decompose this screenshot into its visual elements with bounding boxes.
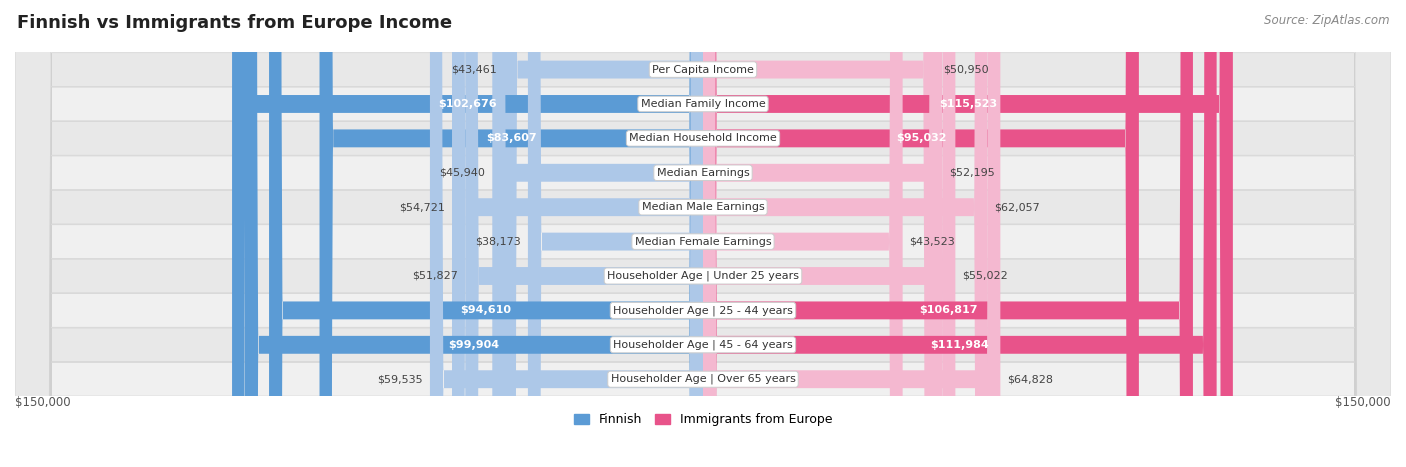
Text: Householder Age | Under 25 years: Householder Age | Under 25 years bbox=[607, 271, 799, 281]
Text: Source: ZipAtlas.com: Source: ZipAtlas.com bbox=[1264, 14, 1389, 27]
Text: $43,461: $43,461 bbox=[451, 64, 496, 75]
FancyBboxPatch shape bbox=[703, 0, 1139, 467]
FancyBboxPatch shape bbox=[15, 0, 1391, 467]
FancyBboxPatch shape bbox=[15, 0, 1391, 467]
FancyBboxPatch shape bbox=[703, 0, 1233, 467]
Text: Median Earnings: Median Earnings bbox=[657, 168, 749, 178]
Text: $150,000: $150,000 bbox=[15, 396, 70, 410]
Text: $43,523: $43,523 bbox=[910, 237, 955, 247]
Text: $38,173: $38,173 bbox=[475, 237, 522, 247]
Text: Median Male Earnings: Median Male Earnings bbox=[641, 202, 765, 212]
FancyBboxPatch shape bbox=[15, 0, 1391, 467]
Text: $106,817: $106,817 bbox=[918, 305, 977, 315]
FancyBboxPatch shape bbox=[527, 0, 703, 467]
FancyBboxPatch shape bbox=[703, 0, 936, 467]
Legend: Finnish, Immigrants from Europe: Finnish, Immigrants from Europe bbox=[569, 409, 837, 432]
FancyBboxPatch shape bbox=[703, 0, 987, 467]
Text: $94,610: $94,610 bbox=[461, 305, 512, 315]
Text: Householder Age | 25 - 44 years: Householder Age | 25 - 44 years bbox=[613, 305, 793, 316]
Text: $51,827: $51,827 bbox=[412, 271, 458, 281]
FancyBboxPatch shape bbox=[703, 0, 955, 467]
FancyBboxPatch shape bbox=[503, 0, 703, 467]
FancyBboxPatch shape bbox=[703, 0, 942, 467]
FancyBboxPatch shape bbox=[703, 0, 1192, 467]
FancyBboxPatch shape bbox=[15, 0, 1391, 467]
FancyBboxPatch shape bbox=[703, 0, 1216, 467]
Text: $102,676: $102,676 bbox=[439, 99, 496, 109]
FancyBboxPatch shape bbox=[15, 0, 1391, 467]
FancyBboxPatch shape bbox=[15, 0, 1391, 467]
Text: $55,022: $55,022 bbox=[962, 271, 1008, 281]
Text: $45,940: $45,940 bbox=[440, 168, 485, 178]
Text: Householder Age | Over 65 years: Householder Age | Over 65 years bbox=[610, 374, 796, 384]
Text: $59,535: $59,535 bbox=[377, 374, 423, 384]
FancyBboxPatch shape bbox=[319, 0, 703, 467]
FancyBboxPatch shape bbox=[245, 0, 703, 467]
Text: Median Female Earnings: Median Female Earnings bbox=[634, 237, 772, 247]
FancyBboxPatch shape bbox=[703, 0, 1000, 467]
Text: $99,904: $99,904 bbox=[449, 340, 499, 350]
Text: $62,057: $62,057 bbox=[994, 202, 1040, 212]
Text: $115,523: $115,523 bbox=[939, 99, 997, 109]
FancyBboxPatch shape bbox=[269, 0, 703, 467]
FancyBboxPatch shape bbox=[15, 0, 1391, 467]
Text: Median Household Income: Median Household Income bbox=[628, 134, 778, 143]
FancyBboxPatch shape bbox=[430, 0, 703, 467]
Text: $95,032: $95,032 bbox=[896, 134, 946, 143]
Text: $54,721: $54,721 bbox=[399, 202, 446, 212]
FancyBboxPatch shape bbox=[465, 0, 703, 467]
Text: Householder Age | 45 - 64 years: Householder Age | 45 - 64 years bbox=[613, 340, 793, 350]
Text: $83,607: $83,607 bbox=[486, 134, 537, 143]
FancyBboxPatch shape bbox=[15, 0, 1391, 467]
Text: Per Capita Income: Per Capita Income bbox=[652, 64, 754, 75]
FancyBboxPatch shape bbox=[703, 0, 903, 467]
Text: $52,195: $52,195 bbox=[949, 168, 995, 178]
FancyBboxPatch shape bbox=[451, 0, 703, 467]
Text: $150,000: $150,000 bbox=[1336, 396, 1391, 410]
FancyBboxPatch shape bbox=[15, 0, 1391, 467]
FancyBboxPatch shape bbox=[232, 0, 703, 467]
Text: $64,828: $64,828 bbox=[1007, 374, 1053, 384]
Text: Median Family Income: Median Family Income bbox=[641, 99, 765, 109]
FancyBboxPatch shape bbox=[15, 0, 1391, 467]
Text: Finnish vs Immigrants from Europe Income: Finnish vs Immigrants from Europe Income bbox=[17, 14, 451, 32]
Text: $50,950: $50,950 bbox=[943, 64, 990, 75]
FancyBboxPatch shape bbox=[492, 0, 703, 467]
Text: $111,984: $111,984 bbox=[931, 340, 990, 350]
